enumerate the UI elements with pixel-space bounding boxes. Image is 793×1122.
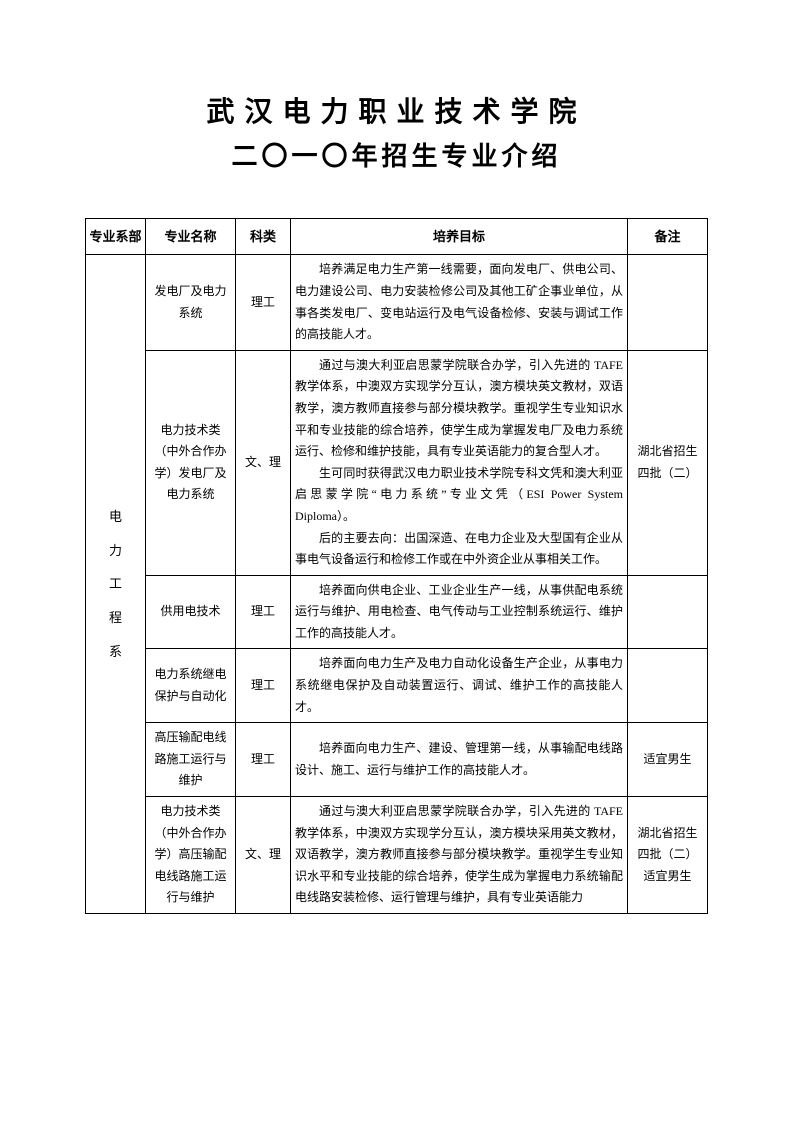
major-cell: 供用电技术 xyxy=(146,575,236,649)
goal-para: 通过与澳大利亚启思蒙学院联合办学，引入先进的 TAFE 教学体系，中澳双方实现学… xyxy=(295,355,623,463)
goal-cell: 培养面向供电企业、工业企业生产一线，从事供配电系统运行与维护、用电检查、电气传动… xyxy=(291,575,628,649)
program-table: 专业系部 专业名称 科类 培养目标 备注 电力工程系 发电厂及电力系统 理工 培… xyxy=(85,218,708,914)
th-major: 专业名称 xyxy=(146,219,236,255)
goal-cell: 通过与澳大利亚启思蒙学院联合办学，引入先进的 TAFE 教学体系，中澳双方实现学… xyxy=(291,350,628,575)
major-cell: 电力系统继电保护与自动化 xyxy=(146,649,236,723)
table-header-row: 专业系部 专业名称 科类 培养目标 备注 xyxy=(86,219,708,255)
category-cell: 理工 xyxy=(236,255,291,350)
goal-para: 生可同时获得武汉电力职业技术学院专科文凭和澳大利亚启思蒙学院“电力系统”专业文凭… xyxy=(295,463,623,528)
category-cell: 理工 xyxy=(236,723,291,797)
goal-cell: 培养面向电力生产、建设、管理第一线，从事输配电线路设计、施工、运行与维护工作的高… xyxy=(291,723,628,797)
category-cell: 理工 xyxy=(236,575,291,649)
category-cell: 文、理 xyxy=(236,797,291,914)
note-cell xyxy=(628,649,708,723)
note-cell: 湖北省招生四批（二） xyxy=(628,350,708,575)
table-row: 电力技术类（中外合作办学）发电厂及电力系统 文、理 通过与澳大利亚启思蒙学院联合… xyxy=(86,350,708,575)
th-note: 备注 xyxy=(628,219,708,255)
category-cell: 理工 xyxy=(236,649,291,723)
note-cell: 湖北省招生四批（二）适宜男生 xyxy=(628,797,708,914)
table-row: 电力工程系 发电厂及电力系统 理工 培养满足电力生产第一线需要，面向发电厂、供电… xyxy=(86,255,708,350)
table-row: 电力技术类（中外合作办学）高压输配电线路施工运行与维护 文、理 通过与澳大利亚启… xyxy=(86,797,708,914)
category-cell: 文、理 xyxy=(236,350,291,575)
note-cell: 适宜男生 xyxy=(628,723,708,797)
page-title-1: 武汉电力职业技术学院 xyxy=(85,90,708,130)
goal-cell: 培养满足电力生产第一线需要，面向发电厂、供电公司、电力建设公司、电力安装检修公司… xyxy=(291,255,628,350)
table-row: 电力系统继电保护与自动化 理工 培养面向电力生产及电力自动化设备生产企业，从事电… xyxy=(86,649,708,723)
note-cell xyxy=(628,575,708,649)
major-cell: 电力技术类（中外合作办学）发电厂及电力系统 xyxy=(146,350,236,575)
major-cell: 发电厂及电力系统 xyxy=(146,255,236,350)
table-row: 供用电技术 理工 培养面向供电企业、工业企业生产一线，从事供配电系统运行与维护、… xyxy=(86,575,708,649)
th-goal: 培养目标 xyxy=(291,219,628,255)
goal-cell: 通过与澳大利亚启思蒙学院联合办学，引入先进的 TAFE 教学体系，中澳双方实现学… xyxy=(291,797,628,914)
th-dept: 专业系部 xyxy=(86,219,146,255)
major-cell: 高压输配电线路施工运行与维护 xyxy=(146,723,236,797)
table-row: 高压输配电线路施工运行与维护 理工 培养面向电力生产、建设、管理第一线，从事输配… xyxy=(86,723,708,797)
note-cell xyxy=(628,255,708,350)
goal-para: 后的主要去向：出国深造、在电力企业及大型国有企业从事电气设备运行和检修工作或在中… xyxy=(295,528,623,571)
dept-cell: 电力工程系 xyxy=(86,255,146,914)
goal-cell: 培养面向电力生产及电力自动化设备生产企业，从事电力系统继电保护及自动装置运行、调… xyxy=(291,649,628,723)
page-title-2: 二〇一〇年招生专业介绍 xyxy=(85,136,708,173)
th-category: 科类 xyxy=(236,219,291,255)
major-cell: 电力技术类（中外合作办学）高压输配电线路施工运行与维护 xyxy=(146,797,236,914)
